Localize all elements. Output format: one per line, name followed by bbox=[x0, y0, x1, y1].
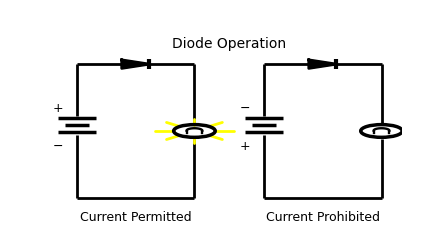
Text: −: − bbox=[240, 101, 250, 115]
Text: +: + bbox=[239, 140, 250, 153]
Polygon shape bbox=[309, 60, 337, 68]
Text: Diode Operation: Diode Operation bbox=[172, 37, 286, 51]
Text: Current Prohibited: Current Prohibited bbox=[266, 211, 380, 224]
Text: −: − bbox=[52, 140, 63, 153]
Text: +: + bbox=[52, 101, 63, 115]
Polygon shape bbox=[122, 60, 149, 68]
Text: Current Permitted: Current Permitted bbox=[80, 211, 191, 224]
